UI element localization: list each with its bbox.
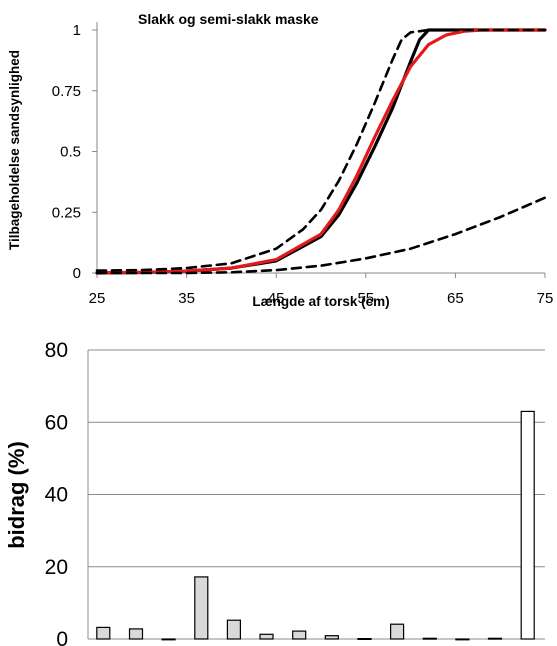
retention-chart: Slakk og semi-slakk maske Tilbageholdels… <box>7 11 553 309</box>
x-axis-label: Længde af torsk (cm) <box>252 294 389 309</box>
y-tick-labels-2: 0 20 40 60 80 <box>45 339 68 646</box>
x-tick-label: 55 <box>357 290 374 307</box>
bar <box>194 576 209 640</box>
bar <box>161 638 176 641</box>
plot-lines <box>95 28 547 275</box>
bar <box>487 637 503 640</box>
x-tick-label: 75 <box>537 290 554 307</box>
y-tick-label: 0 <box>73 265 81 282</box>
bar <box>259 633 274 640</box>
y-tick-labels: 0 0.25 0.5 0.75 1 <box>52 22 81 282</box>
y-tick-label: 0.25 <box>52 204 81 221</box>
y-tick-label: 20 <box>45 556 68 579</box>
y-tick-label: 60 <box>45 411 68 434</box>
plot-axes <box>92 22 546 278</box>
confidence-upper <box>95 28 547 272</box>
bar <box>422 637 437 640</box>
bars <box>96 410 535 641</box>
y-axis-label: Tilbageholdelse sandsynlighed <box>7 50 22 250</box>
bar <box>292 630 307 640</box>
fitted-curve-black <box>95 28 547 275</box>
bar <box>96 626 111 640</box>
confidence-lower <box>95 196 547 275</box>
contribution-chart: bidrag (%) 0 20 40 60 80 <box>4 339 545 646</box>
bar <box>128 628 144 640</box>
x-tick-label: 35 <box>178 290 195 307</box>
gridlines <box>87 349 545 640</box>
x-tick-labels: 25 35 45 55 65 75 <box>89 290 554 307</box>
x-tick-label: 25 <box>89 290 106 307</box>
bar <box>324 635 339 640</box>
y-tick-label: 80 <box>45 339 68 362</box>
y-tick-label: 0.75 <box>52 83 81 100</box>
y-tick-label: 0 <box>56 628 68 646</box>
bar <box>520 410 535 640</box>
bar <box>390 623 405 640</box>
y-tick-label: 0.5 <box>60 144 81 161</box>
y-tick-label: 40 <box>45 484 68 507</box>
x-tick-label: 45 <box>268 290 285 307</box>
x-tick-label: 65 <box>447 290 464 307</box>
bar <box>455 638 470 641</box>
y-axis-label-2: bidrag (%) <box>4 441 29 549</box>
y-tick-label: 1 <box>73 22 81 39</box>
bar <box>226 619 241 640</box>
chart-title: Slakk og semi-slakk maske <box>138 11 319 27</box>
bar <box>357 637 372 640</box>
